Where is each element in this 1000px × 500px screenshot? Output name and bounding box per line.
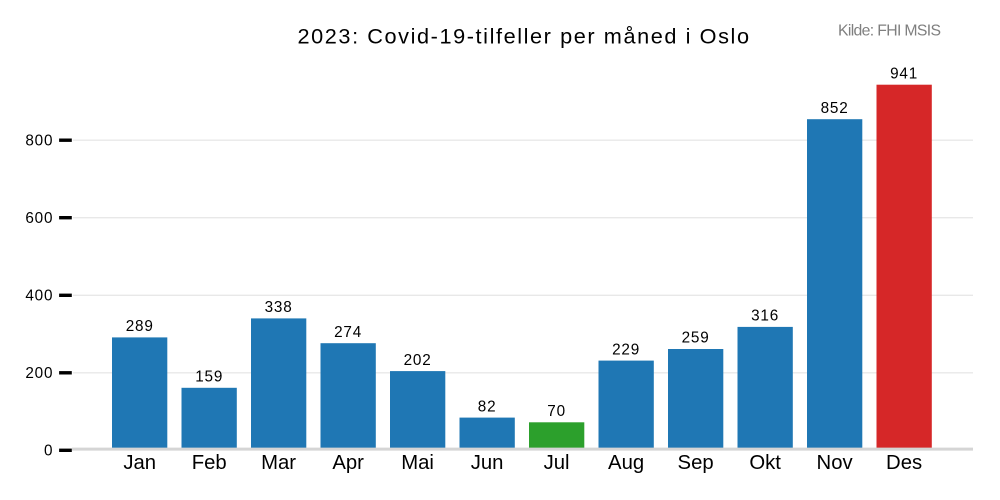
- svg-text:Nov: Nov: [817, 452, 854, 474]
- svg-text:274: 274: [334, 324, 362, 341]
- svg-text:Jul: Jul: [544, 452, 570, 474]
- svg-text:159: 159: [195, 369, 223, 386]
- svg-text:Jun: Jun: [471, 452, 504, 474]
- svg-text:Mai: Mai: [401, 452, 434, 474]
- svg-text:2023: Covid-19-tilfeller per m: 2023: Covid-19-tilfeller per måned i Osl…: [298, 23, 750, 48]
- svg-text:229: 229: [612, 341, 640, 358]
- svg-text:Sep: Sep: [678, 452, 714, 474]
- svg-text:852: 852: [821, 100, 849, 117]
- svg-text:0: 0: [44, 443, 53, 460]
- svg-text:Feb: Feb: [192, 452, 227, 474]
- svg-text:82: 82: [478, 398, 497, 415]
- svg-text:338: 338: [265, 299, 293, 316]
- svg-text:Kilde: FHI MSIS: Kilde: FHI MSIS: [838, 23, 941, 40]
- svg-text:400: 400: [25, 288, 53, 305]
- svg-text:Aug: Aug: [608, 452, 644, 474]
- svg-text:202: 202: [404, 352, 432, 369]
- svg-text:Jan: Jan: [123, 452, 156, 474]
- svg-text:200: 200: [25, 365, 53, 382]
- svg-text:Apr: Apr: [332, 452, 364, 474]
- svg-text:Okt: Okt: [749, 452, 781, 474]
- svg-text:600: 600: [25, 210, 53, 227]
- svg-text:70: 70: [547, 403, 566, 420]
- svg-text:Mar: Mar: [261, 452, 296, 474]
- svg-text:941: 941: [890, 65, 918, 82]
- svg-text:259: 259: [682, 330, 710, 347]
- svg-text:Des: Des: [886, 452, 922, 474]
- svg-text:800: 800: [25, 133, 53, 150]
- svg-text:316: 316: [751, 308, 779, 325]
- svg-text:289: 289: [126, 318, 154, 335]
